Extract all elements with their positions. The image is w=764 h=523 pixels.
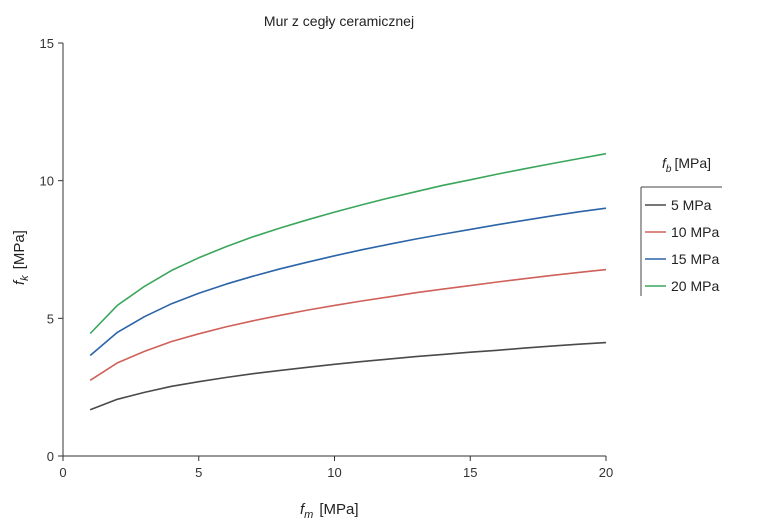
y-ticks: 0 5 10 15 <box>40 36 63 464</box>
legend-label: 15 MPa <box>671 251 719 267</box>
chart-title: Mur z cegły ceramicznej <box>264 13 414 29</box>
x-tick-label: 20 <box>599 465 613 480</box>
x-ticks: 0 5 10 15 20 <box>59 456 613 480</box>
y-tick-label: 5 <box>47 311 54 326</box>
series-line-3 <box>89 207 607 357</box>
legend-title-sub: b <box>666 164 672 175</box>
y-axis-label-sub: k <box>19 275 31 281</box>
x-tick-label: 10 <box>327 465 341 480</box>
y-tick-label: 15 <box>40 36 54 51</box>
legend-items: 5 MPa 10 MPa 15 MPa 20 MPa <box>645 197 719 294</box>
x-axis-label: fm [MPa] <box>300 501 359 521</box>
y-axis-label-unit: [MPa] <box>11 230 28 269</box>
legend-title-unit: [MPa] <box>674 155 711 171</box>
x-axis-label-sub: m <box>304 509 313 521</box>
legend-label: 10 MPa <box>671 224 719 240</box>
y-axis-label: fk [MPa] <box>11 230 31 285</box>
legend: fb [MPa] 5 MPa 10 MPa 15 MPa 20 MPa <box>640 155 722 296</box>
x-axis-label-symbol: f <box>300 501 306 518</box>
series-line-4 <box>89 152 607 335</box>
axes <box>62 43 606 457</box>
legend-title: fb [MPa] <box>662 155 711 175</box>
series-line-1 <box>89 341 607 411</box>
legend-label: 20 MPa <box>671 278 719 294</box>
series-line-2 <box>89 268 607 381</box>
x-tick-label: 15 <box>463 465 477 480</box>
x-tick-label: 5 <box>195 465 202 480</box>
y-tick-label: 10 <box>40 174 54 189</box>
x-axis-label-unit: [MPa] <box>319 501 358 518</box>
x-tick-label: 0 <box>59 465 66 480</box>
series-group <box>89 152 607 411</box>
y-axis-label-symbol: f <box>11 279 28 285</box>
y-tick-label: 0 <box>47 449 54 464</box>
legend-title-symbol: f <box>662 155 668 171</box>
legend-label: 5 MPa <box>671 197 712 213</box>
